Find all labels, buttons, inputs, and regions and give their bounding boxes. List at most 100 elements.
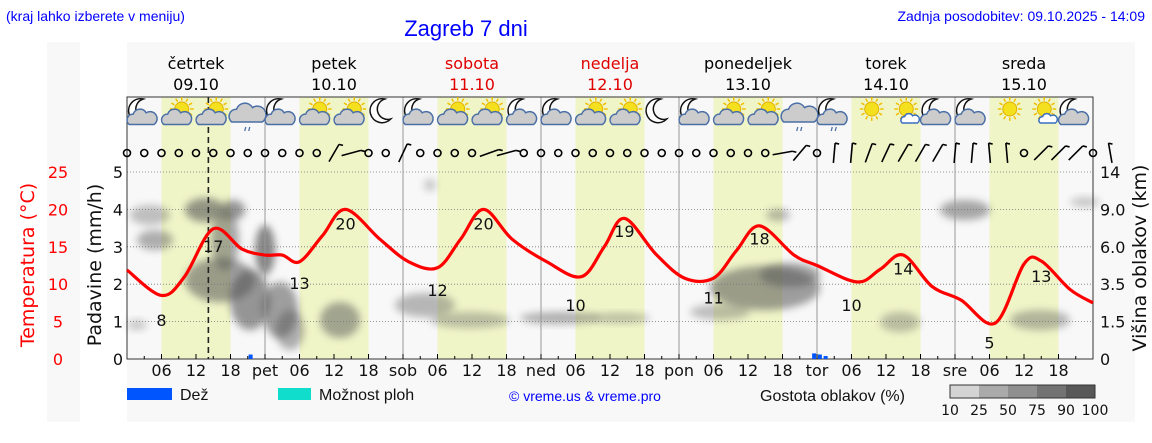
wind-calm-icon	[622, 148, 632, 158]
wind-calm-icon	[743, 148, 753, 158]
cloud-icon	[574, 108, 607, 126]
day-name: petek	[311, 54, 357, 73]
cloud-density-patch	[520, 312, 600, 324]
sun-icon	[859, 97, 884, 121]
cloud-density-legend-label: Gostota oblakov (%)	[760, 388, 905, 405]
x-tick-label: tor	[806, 361, 829, 380]
cloud-icon	[505, 108, 538, 126]
cloud-icon	[333, 108, 365, 126]
cloud-icon	[540, 108, 572, 126]
wind-barb-icon	[849, 142, 857, 164]
day-name: sobota	[445, 54, 499, 73]
x-tick-label: 12	[1014, 361, 1034, 380]
sun-icon	[997, 97, 1022, 121]
cloud-height-tick: 6.0	[1100, 238, 1125, 257]
sun-cloud-icon	[333, 97, 367, 126]
location-hint[interactable]: (kraj lahko izberete v meniju)	[6, 8, 185, 24]
wind-barb-icon	[832, 142, 840, 164]
sun-ray	[451, 98, 455, 103]
wind-calm-icon	[450, 148, 460, 158]
precipitation-tick: 2	[113, 275, 123, 294]
wind-feather	[515, 149, 521, 153]
wind-shaft	[1033, 145, 1049, 161]
wind-feather	[955, 142, 961, 145]
wind-calm-icon	[709, 148, 718, 158]
wind-calm-icon	[243, 148, 253, 158]
wind-calm-icon	[260, 148, 270, 158]
wind-shaft	[987, 142, 992, 164]
cloud-density-patch	[221, 200, 245, 220]
sun-cloud-icon	[712, 97, 746, 126]
wind-barb-icon	[341, 149, 366, 157]
cloud-icon	[1057, 108, 1090, 126]
x-tick-label: 12	[876, 361, 896, 380]
sun-ray	[637, 102, 641, 106]
copyright-link[interactable]: © vreme.us & vreme.pro	[509, 388, 661, 404]
cloud-scale-swatch	[1037, 385, 1066, 398]
wind-feather	[972, 142, 978, 145]
cloud-icon	[1038, 112, 1059, 124]
cloud-icon	[954, 108, 986, 126]
wind-barb-icon	[1107, 142, 1113, 163]
sun-icon	[859, 97, 884, 121]
moon-cloud-icon	[678, 97, 710, 126]
sun-cloud-icon	[298, 97, 332, 126]
sun-ray	[1033, 102, 1038, 106]
sun-cloud-icon	[195, 97, 229, 126]
sun-ray	[723, 102, 727, 106]
sun-ray	[461, 98, 465, 103]
x-tick-label: 18	[496, 361, 516, 380]
cloud-scale-label: 100	[1082, 403, 1109, 419]
x-tick-label: ned	[526, 361, 556, 380]
wind-barb-icon	[479, 148, 503, 158]
temperature-label: 12	[427, 281, 447, 300]
cloud-density-patch	[395, 293, 455, 317]
wind-shaft	[897, 143, 909, 163]
sun-ray	[1013, 115, 1017, 120]
day-name: ponedeljek	[704, 54, 793, 73]
wind-shaft	[864, 143, 873, 163]
wind-shaft	[914, 143, 927, 163]
sun-ray	[361, 102, 365, 106]
cloud-icon	[747, 108, 779, 126]
wind-feather	[1108, 142, 1113, 145]
cloud-density-patch	[276, 310, 304, 350]
moon-cloud-icon	[505, 97, 538, 126]
temperature-label: 13	[289, 274, 309, 293]
moon-icon	[369, 97, 394, 124]
cloud-scale-swatch	[1008, 385, 1037, 398]
cloud-scale-label: 10	[941, 403, 959, 419]
wind-calm-icon	[1088, 148, 1098, 158]
wind-calm-icon	[226, 148, 235, 158]
sun-ray	[495, 98, 499, 103]
wind-barb-icon	[897, 143, 913, 163]
page-title: Zagreb 7 dni	[404, 16, 528, 41]
wind-calm-icon	[657, 148, 667, 158]
wind-calm-icon	[122, 148, 132, 158]
cloud-icon	[712, 108, 745, 126]
moon-cloud-icon	[954, 97, 986, 126]
wind-calm-icon	[208, 148, 218, 158]
moon-cloud-icon	[1057, 97, 1090, 126]
sun-icon	[997, 97, 1022, 121]
day-name: torek	[865, 54, 907, 73]
wind-calm-icon	[691, 148, 701, 158]
cloud-icon	[160, 108, 193, 126]
wind-calm-icon	[588, 148, 598, 158]
wind-barb-icon	[1005, 142, 1011, 164]
cloud-scale-swatch	[1066, 385, 1095, 398]
wind-calm-icon	[760, 148, 770, 158]
rain-drop-icon	[830, 126, 833, 132]
sun-ray	[219, 98, 223, 103]
x-tick-label: 12	[600, 361, 620, 380]
sun-cloud-icon	[609, 97, 643, 126]
wind-barb-icon	[1033, 145, 1053, 161]
rain-drop-icon	[796, 126, 799, 132]
rain-cloud-icon	[780, 102, 819, 132]
wind-barb-icon	[864, 142, 877, 163]
sun-ray	[775, 102, 779, 106]
sun-cloud-icon	[574, 97, 608, 126]
wind-feather	[360, 149, 366, 153]
wind-calm-icon	[1019, 148, 1029, 158]
